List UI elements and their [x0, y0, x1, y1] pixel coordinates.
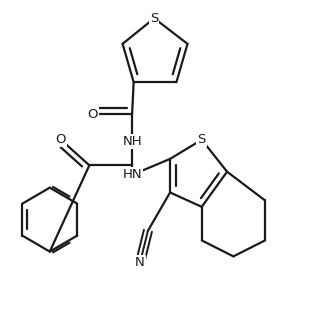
Text: HN: HN: [122, 169, 142, 181]
Text: S: S: [197, 133, 206, 146]
Text: S: S: [150, 12, 158, 25]
Text: O: O: [56, 133, 66, 146]
Text: NH: NH: [122, 135, 142, 148]
Text: N: N: [135, 256, 145, 269]
Text: O: O: [87, 108, 98, 121]
